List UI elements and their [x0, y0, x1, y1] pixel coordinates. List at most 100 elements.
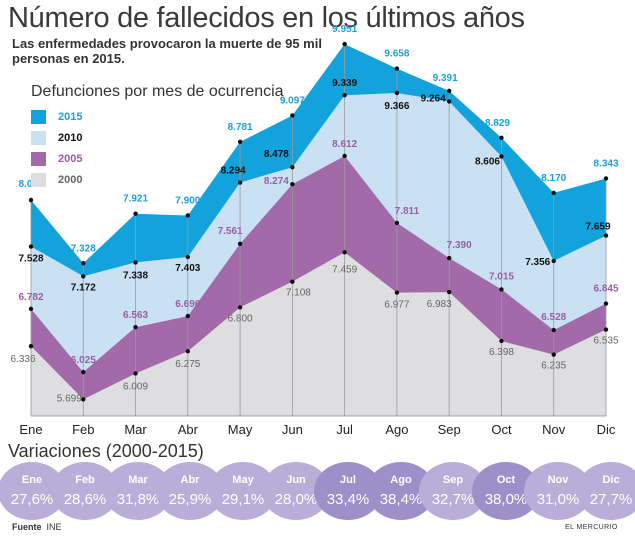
data-point-2005	[185, 313, 191, 319]
legend-swatch-2015	[31, 109, 46, 124]
data-label-2015: 8.781	[228, 122, 253, 133]
data-label-2005: 6.845	[593, 284, 618, 295]
data-point-2000	[394, 290, 400, 295]
data-label-2000: 6.235	[541, 361, 566, 372]
x-tick-label: Oct	[491, 422, 512, 437]
data-point-2005	[499, 287, 504, 292]
x-tick-label: Nov	[542, 422, 566, 437]
data-point-2005	[133, 324, 138, 330]
bubble-percent: 38,0%	[484, 491, 528, 508]
data-point-2010	[342, 93, 347, 98]
legend-label-2000: 2000	[58, 173, 83, 186]
data-point-2005	[551, 327, 556, 333]
legend-swatch-2005	[31, 151, 46, 166]
data-label-2005: 7.561	[218, 226, 243, 237]
data-label-2015: 8.343	[593, 158, 618, 169]
data-point-2010	[446, 99, 452, 104]
bubble-percent: 31,0%	[536, 491, 580, 508]
data-point-2010	[133, 260, 138, 265]
bubble-percent: 28,6%	[63, 491, 107, 508]
chart-title: Defunciones por mes de ocurrencia	[31, 83, 284, 100]
data-label-2010: 8.606	[475, 156, 500, 167]
legend-label-2015: 2015	[58, 110, 83, 123]
bubble-percent: 33,4%	[326, 491, 370, 508]
data-label-2000: 6.009	[123, 381, 148, 392]
data-point-2005	[446, 255, 452, 261]
data-label-2015: 9.391	[433, 73, 458, 84]
source-note: Fuente INE	[12, 522, 62, 532]
x-tick-label: Feb	[72, 422, 94, 437]
data-label-2010: 7.659	[585, 222, 610, 233]
bubble-percent: 27,6%	[10, 491, 54, 508]
data-label-2000: 6.336	[10, 354, 35, 365]
data-point-2010	[290, 164, 295, 170]
bubble-month: Nov	[547, 474, 569, 486]
x-tick-label: Abr	[178, 422, 199, 437]
data-point-2015	[81, 261, 86, 266]
variations-row: Ene 27,6% Feb 28,6% Mar 31,8% Abr 25,9% May 2…	[0, 462, 635, 520]
data-point-2000	[28, 343, 34, 349]
data-label-2015: 9.951	[332, 24, 357, 35]
data-label-2015: 8.829	[485, 118, 510, 129]
legend-item-2005: 2005	[31, 148, 82, 169]
variation-bubble-dic: Dic 27,7%	[577, 462, 635, 520]
bubble-month: Ene	[21, 474, 43, 486]
data-label-2010: 7.528	[18, 254, 43, 265]
x-tick-label: Jun	[282, 422, 303, 437]
bubble-month: Jul	[340, 474, 356, 486]
data-label-2010: 7.172	[71, 282, 96, 293]
legend-item-2000: 2000	[31, 169, 82, 190]
bubble-month: Oct	[496, 474, 516, 486]
data-point-2000	[551, 352, 556, 357]
bubble-percent: 27,7%	[589, 491, 633, 508]
data-point-2015	[28, 197, 34, 203]
data-label-2010: 7.356	[525, 257, 550, 268]
legend-swatch-2000	[31, 172, 46, 187]
subtitle: Las enfermedades provocaron la muerte de…	[12, 36, 322, 66]
data-label-2005: 7.015	[489, 271, 514, 282]
data-point-2015	[499, 135, 504, 141]
data-point-2005	[342, 153, 347, 159]
data-label-2005: 6.025	[71, 355, 96, 366]
x-tick-label: Ago	[385, 422, 408, 437]
data-point-2005	[237, 241, 243, 246]
data-label-2000: 6.275	[175, 359, 200, 370]
data-label-2010: 8.478	[264, 149, 289, 160]
data-label-2000: 5.699	[57, 393, 82, 404]
data-label-2010: 9.366	[384, 101, 409, 112]
data-label-2005: 6.563	[123, 310, 148, 321]
source-name: INE	[46, 522, 62, 532]
legend-label-2010: 2010	[58, 131, 83, 144]
data-label-2010: 7.403	[175, 263, 200, 274]
bubble-percent: 25,9%	[168, 491, 212, 508]
chart-legend: 2015 2010 2005 2000	[31, 106, 82, 190]
data-label-2005: 6.782	[18, 292, 43, 303]
area-series-2000	[31, 252, 606, 416]
data-label-2005: 6.696	[175, 299, 200, 310]
data-label-2005: 7.390	[447, 240, 472, 251]
data-point-2010	[394, 90, 400, 96]
data-point-2015	[237, 139, 243, 145]
data-label-2000: 6.983	[427, 299, 452, 310]
data-label-2015: 8.170	[541, 173, 566, 184]
deaths-area-chart: 8.0857.3287.9217.9008.7819.0979.9519.658…	[10, 24, 618, 437]
data-label-2000: 7.108	[286, 288, 311, 299]
bubble-month: Dic	[602, 474, 620, 486]
data-label-2005: 8.274	[264, 176, 289, 187]
data-point-2005	[394, 220, 400, 226]
data-point-2015	[551, 190, 556, 196]
bubble-month: May	[232, 474, 254, 486]
brand-credit: EL MERCURIO	[565, 524, 618, 531]
bubble-month: Mar	[128, 474, 148, 486]
data-point-2000	[446, 289, 452, 295]
data-label-2015: 9.658	[384, 49, 409, 60]
data-label-2000: 7.459	[332, 264, 357, 275]
data-label-2010: 8.294	[221, 166, 246, 177]
x-tick-label: Dic	[597, 422, 616, 437]
data-point-2000	[237, 305, 243, 310]
data-point-2010	[81, 274, 86, 279]
data-point-2000	[603, 327, 609, 332]
data-point-2005	[81, 369, 86, 375]
data-label-2010: 9.264	[421, 93, 446, 104]
data-label-2015: 9.097	[280, 95, 305, 106]
